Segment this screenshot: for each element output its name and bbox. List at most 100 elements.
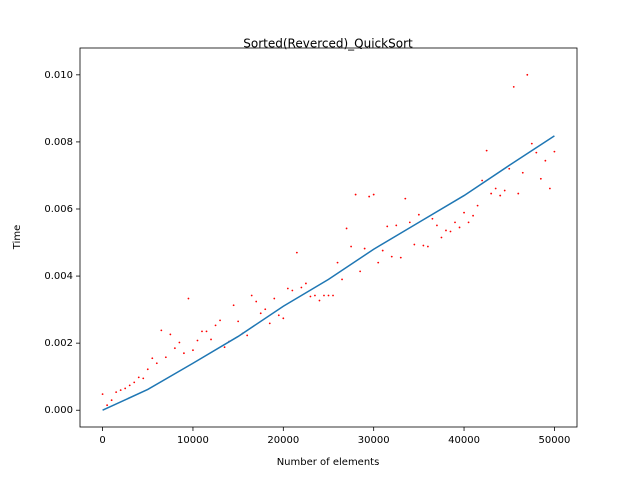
point (341, 278, 343, 281)
point (368, 195, 371, 198)
point (268, 322, 271, 325)
y-tick-label: 0.010 (44, 70, 73, 81)
x-tick-label: 20000 (267, 435, 299, 446)
point (449, 230, 452, 233)
point (214, 324, 217, 327)
point (133, 381, 136, 384)
y-axis-label: Time (12, 225, 23, 250)
point (273, 297, 276, 300)
point (205, 330, 208, 333)
y-tick-label: 0.002 (44, 338, 73, 349)
point (436, 224, 438, 227)
point (151, 357, 154, 360)
point (106, 404, 109, 407)
point (314, 294, 316, 297)
point (494, 187, 497, 190)
point (101, 393, 104, 396)
point (124, 387, 127, 390)
point (395, 224, 398, 227)
point (431, 217, 434, 220)
point (210, 338, 212, 341)
point (173, 347, 176, 350)
point (377, 261, 380, 264)
point (539, 177, 542, 180)
x-tick-label: 10000 (177, 435, 209, 446)
x-axis-label: Number of elements (277, 457, 380, 468)
point (142, 377, 145, 380)
point (137, 376, 140, 379)
point (472, 214, 474, 217)
y-tick-label: 0.008 (44, 137, 73, 148)
point (508, 167, 511, 170)
point (454, 221, 456, 224)
point (440, 236, 443, 239)
point (201, 330, 203, 333)
point (277, 314, 280, 317)
point (327, 294, 330, 297)
point (192, 349, 194, 352)
point (372, 193, 375, 196)
point (223, 346, 226, 349)
point (259, 312, 262, 315)
point (390, 255, 393, 258)
fit-line (102, 135, 555, 411)
point (553, 150, 556, 153)
point (291, 289, 294, 292)
point (305, 282, 307, 285)
point (354, 193, 357, 196)
point (187, 297, 190, 300)
point (345, 227, 348, 230)
point (476, 204, 479, 207)
plot-frame (79, 47, 578, 428)
point (300, 286, 303, 289)
point (445, 229, 447, 232)
point (408, 221, 411, 224)
x-tick-label: 30000 (358, 435, 390, 446)
point (264, 308, 267, 311)
point (544, 159, 547, 162)
point (196, 339, 199, 342)
point (110, 399, 113, 402)
point (517, 192, 520, 195)
point (178, 341, 181, 344)
point (282, 317, 285, 320)
point (359, 270, 362, 273)
point (169, 333, 172, 336)
point (417, 213, 420, 216)
point (490, 192, 493, 195)
y-tick-label: 0.006 (44, 204, 73, 215)
chart-title: Sorted(Reverced)_QuickSort (243, 37, 413, 51)
point (485, 149, 488, 152)
point (386, 225, 389, 228)
point (164, 356, 167, 359)
point (115, 391, 118, 394)
point (323, 294, 325, 297)
point (422, 244, 425, 247)
point (246, 334, 249, 337)
point (250, 294, 253, 297)
point (467, 221, 470, 224)
point (512, 86, 515, 88)
point (503, 189, 506, 192)
x-tick-label: 0 (99, 435, 105, 446)
point (309, 295, 312, 298)
point (286, 287, 289, 290)
point (350, 245, 352, 248)
point (499, 194, 502, 197)
y-tick-label: 0.004 (44, 271, 73, 282)
point (295, 251, 298, 254)
point (183, 352, 185, 355)
point (146, 368, 149, 371)
x-tick-label: 50000 (539, 435, 571, 446)
point (237, 320, 240, 323)
point (481, 179, 484, 182)
point (521, 171, 524, 174)
point (232, 304, 235, 307)
point (332, 294, 334, 297)
point (119, 389, 122, 392)
y-tick-label: 0.000 (44, 405, 73, 416)
point (381, 249, 384, 252)
point (548, 187, 551, 190)
point (160, 329, 163, 332)
